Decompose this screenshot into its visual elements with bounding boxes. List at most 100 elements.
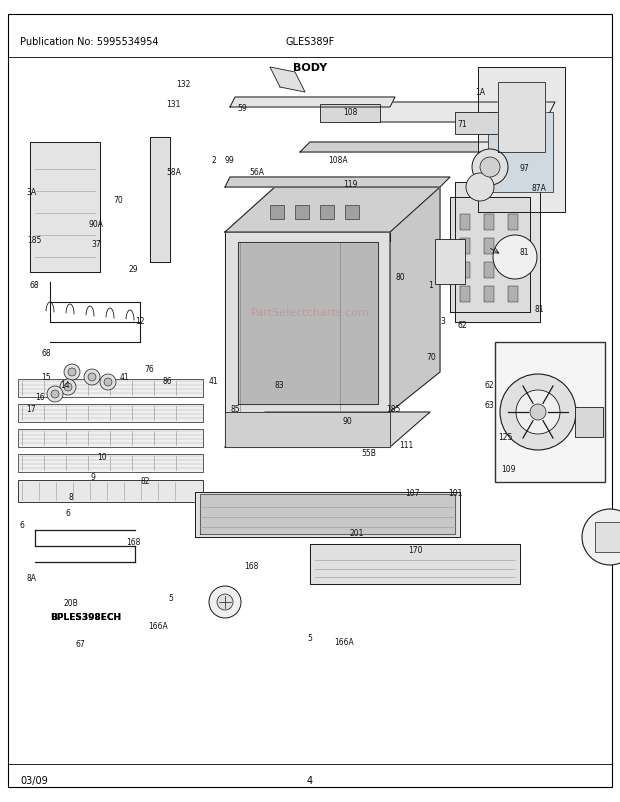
Text: 17: 17: [26, 404, 36, 414]
Text: 185: 185: [27, 236, 42, 245]
Text: 16: 16: [35, 392, 45, 402]
Text: 87A: 87A: [532, 184, 547, 193]
Circle shape: [47, 387, 63, 403]
Text: 166A: 166A: [334, 637, 354, 646]
Text: 125: 125: [498, 432, 513, 442]
Text: 59: 59: [237, 103, 247, 113]
Text: 81: 81: [534, 304, 544, 314]
Text: 6: 6: [19, 520, 24, 530]
Text: 03/09: 03/09: [20, 775, 48, 785]
Text: 5: 5: [168, 593, 173, 602]
Polygon shape: [300, 143, 540, 153]
Polygon shape: [195, 492, 460, 537]
Bar: [18, 379, 203, 398]
Text: 132: 132: [175, 79, 190, 89]
Text: 70: 70: [113, 196, 123, 205]
Bar: [484, 286, 494, 302]
Polygon shape: [238, 243, 378, 404]
Polygon shape: [310, 545, 520, 585]
Polygon shape: [225, 233, 390, 412]
Text: BPLES398ECH: BPLES398ECH: [50, 613, 121, 622]
Bar: [18, 404, 203, 423]
Text: 80: 80: [395, 272, 405, 282]
Bar: [460, 263, 470, 278]
Polygon shape: [225, 412, 390, 448]
Text: 3: 3: [441, 316, 446, 326]
Text: 55B: 55B: [361, 448, 376, 458]
Text: 14: 14: [60, 380, 70, 390]
Text: 108A: 108A: [328, 156, 348, 165]
Polygon shape: [225, 178, 450, 188]
Text: 6: 6: [66, 508, 71, 518]
Text: 37: 37: [91, 240, 101, 249]
Text: 109: 109: [501, 464, 516, 474]
Text: 1A: 1A: [476, 87, 485, 97]
Bar: [460, 286, 470, 302]
Bar: [495, 342, 605, 482]
Bar: [345, 206, 359, 220]
Text: 168: 168: [244, 561, 259, 570]
Text: 71: 71: [457, 119, 467, 129]
Circle shape: [480, 158, 500, 178]
Polygon shape: [270, 68, 305, 93]
Polygon shape: [225, 188, 440, 233]
Text: 90A: 90A: [89, 220, 104, 229]
Text: 62: 62: [457, 320, 467, 330]
Text: 201: 201: [349, 529, 364, 538]
Text: GLES389F: GLES389F: [285, 37, 335, 47]
Circle shape: [472, 150, 508, 186]
Circle shape: [516, 391, 560, 435]
Text: 15: 15: [42, 372, 51, 382]
Bar: [460, 239, 470, 255]
Text: 81: 81: [519, 248, 529, 257]
Text: 41: 41: [119, 372, 129, 382]
Polygon shape: [150, 138, 170, 263]
Bar: [508, 263, 518, 278]
Text: 41: 41: [209, 376, 219, 386]
Text: 76: 76: [144, 364, 154, 374]
Circle shape: [100, 375, 116, 391]
Circle shape: [60, 379, 76, 395]
Text: 5: 5: [308, 633, 312, 642]
Bar: [270, 206, 284, 220]
Text: 68: 68: [29, 280, 39, 290]
Circle shape: [88, 374, 96, 382]
Circle shape: [64, 383, 72, 391]
Text: 85: 85: [231, 404, 241, 414]
Bar: [484, 239, 494, 255]
Polygon shape: [498, 83, 545, 153]
Text: 9: 9: [91, 472, 95, 482]
Bar: [508, 239, 518, 255]
Bar: [435, 240, 465, 285]
Circle shape: [500, 375, 576, 451]
Text: 1: 1: [428, 280, 433, 290]
Text: 111: 111: [399, 440, 413, 450]
Circle shape: [217, 594, 233, 610]
Bar: [320, 105, 380, 123]
Text: 67: 67: [76, 638, 86, 648]
Polygon shape: [450, 198, 530, 313]
Text: 8: 8: [69, 492, 74, 502]
Circle shape: [466, 174, 494, 202]
Circle shape: [530, 404, 546, 420]
Circle shape: [104, 379, 112, 387]
Text: 3A: 3A: [26, 188, 36, 197]
Polygon shape: [478, 68, 565, 213]
Text: Publication No: 5995534954: Publication No: 5995534954: [20, 37, 159, 47]
Text: 12: 12: [135, 316, 144, 326]
Polygon shape: [225, 188, 440, 233]
Text: 4: 4: [307, 775, 313, 785]
Text: 62: 62: [485, 380, 495, 390]
Text: 58A: 58A: [166, 168, 181, 177]
Text: 107: 107: [405, 488, 420, 498]
Circle shape: [84, 370, 100, 386]
Text: 168: 168: [126, 537, 141, 546]
Text: 63: 63: [485, 400, 495, 410]
Text: 101: 101: [448, 488, 463, 498]
Polygon shape: [455, 183, 540, 322]
Polygon shape: [30, 143, 100, 273]
Circle shape: [493, 236, 537, 280]
Bar: [320, 206, 334, 220]
Text: 170: 170: [408, 545, 423, 554]
Text: 70: 70: [426, 352, 436, 362]
